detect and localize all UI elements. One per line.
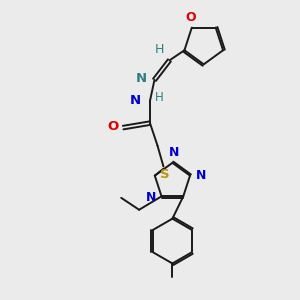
Text: H: H [154,43,164,56]
Text: N: N [136,72,147,85]
Text: O: O [107,120,118,133]
Text: N: N [146,191,156,204]
Text: N: N [130,94,141,107]
Text: N: N [169,146,179,159]
Text: O: O [185,11,196,24]
Text: S: S [160,168,170,181]
Text: N: N [195,169,206,182]
Text: H: H [154,91,163,104]
